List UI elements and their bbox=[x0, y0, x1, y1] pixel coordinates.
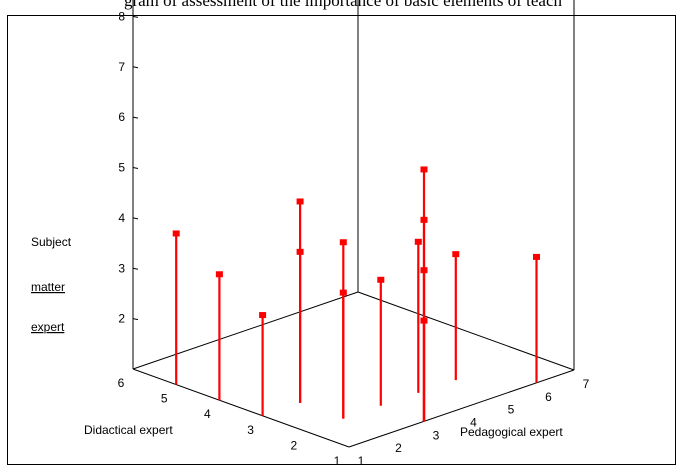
data-point-11 bbox=[420, 166, 428, 173]
z-tick-mark-5 bbox=[132, 167, 139, 169]
back-floor-edge-y bbox=[357, 291, 575, 371]
page-title: gram of assessment of the importance of … bbox=[123, 0, 563, 10]
z-tick-mark-8 bbox=[132, 15, 139, 18]
x-tick-3: 3 bbox=[433, 428, 440, 442]
z-tick-2: 2 bbox=[118, 312, 125, 326]
y-tick-6: 6 bbox=[118, 376, 125, 390]
data-point-1 bbox=[215, 271, 223, 278]
chart-points bbox=[172, 166, 540, 422]
y-tick-4: 4 bbox=[204, 407, 211, 421]
data-point-7 bbox=[377, 276, 385, 283]
z-axis-label-line-2: matter bbox=[31, 280, 65, 294]
x-tick-7: 7 bbox=[583, 377, 590, 391]
y-tick-1: 1 bbox=[334, 454, 341, 468]
data-point-6 bbox=[339, 239, 347, 246]
data-point-0 bbox=[172, 230, 180, 237]
y-tick-5: 5 bbox=[161, 392, 168, 406]
x-tick-6: 6 bbox=[545, 390, 552, 404]
x-tick-2: 2 bbox=[395, 441, 402, 455]
z-tick-4: 4 bbox=[118, 211, 125, 225]
z-tick-mark-6 bbox=[132, 116, 139, 119]
z-tick-mark-4 bbox=[132, 217, 139, 220]
chart-frame bbox=[7, 15, 676, 465]
y-tick-2: 2 bbox=[290, 438, 297, 452]
chart-box bbox=[132, 0, 575, 448]
z-tick-7: 7 bbox=[118, 60, 125, 74]
z-tick-5: 5 bbox=[118, 161, 125, 175]
z-axis-label-line-1: Subject bbox=[31, 235, 72, 249]
back-floor-edge-x bbox=[132, 291, 359, 370]
z-axis-label-line-3: expert bbox=[31, 320, 65, 334]
x-tick-5: 5 bbox=[508, 403, 515, 417]
floor-edge-y bbox=[132, 368, 350, 448]
y-tick-3: 3 bbox=[247, 423, 254, 437]
chart-ticks: 234567891234561234567 bbox=[118, 9, 590, 468]
x-tick-1: 1 bbox=[358, 454, 365, 468]
data-point-14 bbox=[533, 253, 540, 260]
z-tick-mark-3 bbox=[132, 267, 139, 270]
z-tick-mark-2 bbox=[132, 318, 139, 321]
z-tick-8: 8 bbox=[118, 9, 125, 23]
x-axis-label: Pedagogical expert bbox=[460, 425, 563, 439]
z-tick-3: 3 bbox=[118, 261, 125, 275]
x-tick-4: 4 bbox=[470, 416, 477, 430]
y-axis-label: Didactical expert bbox=[84, 423, 173, 437]
data-point-4 bbox=[296, 198, 304, 205]
z-tick-mark-7 bbox=[132, 66, 139, 69]
z-tick-6: 6 bbox=[118, 110, 125, 124]
data-point-13 bbox=[452, 251, 460, 258]
data-point-2 bbox=[259, 312, 267, 319]
data-point-12 bbox=[414, 238, 422, 245]
